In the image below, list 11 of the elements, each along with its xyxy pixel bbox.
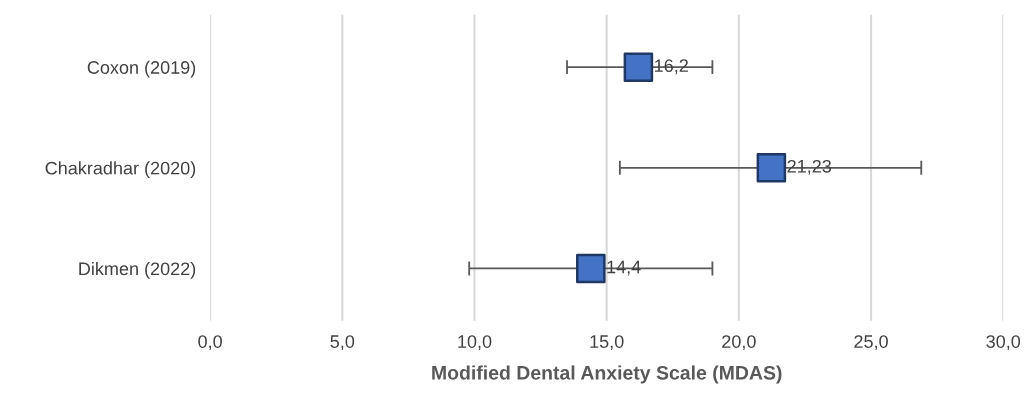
y-tick-label: Dikmen (2022) bbox=[79, 261, 196, 279]
x-tick-label: 10,0 bbox=[458, 335, 492, 351]
x-tick-label: 5,0 bbox=[330, 335, 355, 351]
y-tick-label: Chakradhar (2020) bbox=[45, 161, 196, 179]
y-tick-label: Coxon (2019) bbox=[87, 60, 196, 78]
x-tick-label: 0,0 bbox=[198, 335, 222, 351]
x-tick-label: 15,0 bbox=[590, 335, 624, 351]
x-tick-label: 20,0 bbox=[722, 335, 756, 351]
x-axis-title: Modified Dental Anxiety Scale (MDAS) bbox=[432, 365, 782, 384]
x-tick-label: 25,0 bbox=[854, 335, 888, 351]
x-tick-label: 30,0 bbox=[986, 335, 1021, 351]
